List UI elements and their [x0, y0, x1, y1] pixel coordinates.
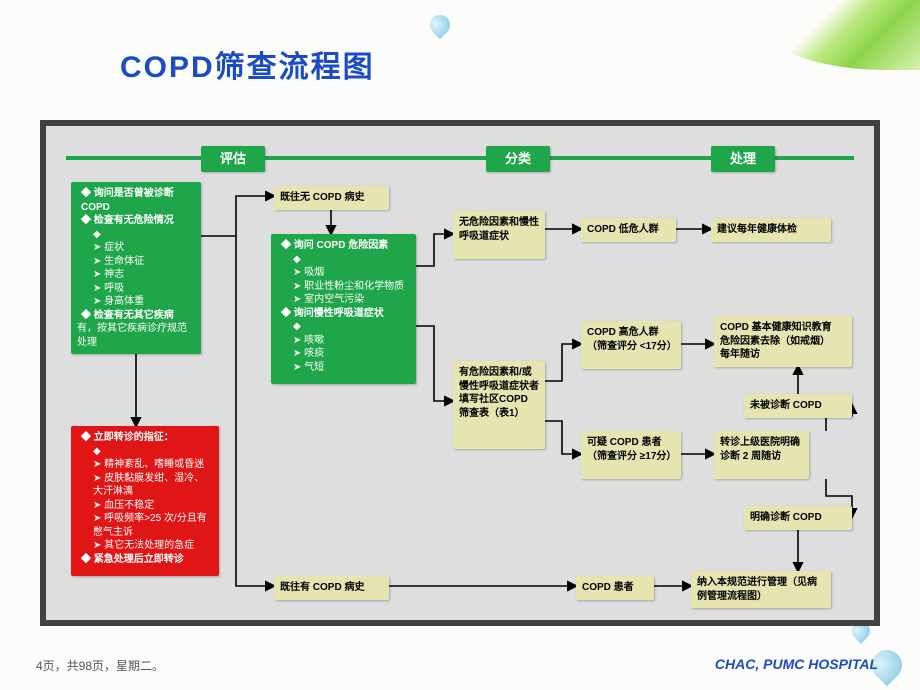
flow-node: COPD 低危人群	[581, 218, 676, 242]
flow-node: 纳入本规范进行管理（见病例管理流程图）	[691, 571, 831, 608]
flow-node: COPD 高危人群（筛查评分 <17分）	[581, 321, 681, 369]
page-title: COPD筛查流程图	[120, 42, 375, 86]
water-drop-icon	[426, 11, 454, 39]
flow-node: COPD 基本健康知识教育危险因素去除（如戒烟）每年随访	[714, 316, 852, 367]
flow-node: 立即转诊的指征：精神紊乱、嗜睡或昏迷皮肤黏膜发绀、湿冷、大汗淋漓血压不稳定呼吸频…	[71, 426, 219, 576]
flow-header: 处理	[711, 146, 775, 172]
flow-node: 有危险因素和/或慢性呼吸道症状者填写社区COPD 筛查表（表1）	[453, 361, 545, 449]
flow-node: 既往有 COPD 病史	[274, 576, 389, 600]
flow-node: 可疑 COPD 患者（筛查评分 ≥17分）	[581, 431, 681, 479]
flow-node: 建议每年健康体检	[711, 218, 831, 242]
flow-node: 未被诊断 COPD	[744, 394, 852, 418]
footer-page-info: 4页，共98页，星期二。	[36, 657, 164, 674]
flow-header: 分类	[486, 146, 550, 172]
flow-node: 既往无 COPD 病史	[274, 186, 389, 210]
flow-node: 询问是否曾被诊断COPD检查有无危险情况症状生命体征神志呼吸身高体重检查有无其它…	[71, 182, 201, 354]
flow-node: 无危险因素和慢性呼吸道症状	[453, 211, 545, 259]
flow-node: COPD 患者	[576, 576, 654, 600]
decoration-corner	[740, 0, 920, 70]
flow-header: 评估	[201, 146, 265, 172]
flow-node: 转诊上级医院明确诊断 2 周随访	[714, 431, 809, 479]
flowchart-frame: 评估 分类 处理询问是否曾被诊断COPD检查有无危险情况症状生命体征神志呼吸身高体重…	[40, 120, 880, 626]
flow-node: 询问 COPD 危险因素吸烟职业性粉尘和化学物质室内空气污染询问慢性呼吸道症状咳…	[271, 234, 416, 384]
footer-org: CHAC, PUMC HOSPITAL	[715, 656, 878, 672]
flow-node: 明确诊断 COPD	[744, 506, 852, 530]
